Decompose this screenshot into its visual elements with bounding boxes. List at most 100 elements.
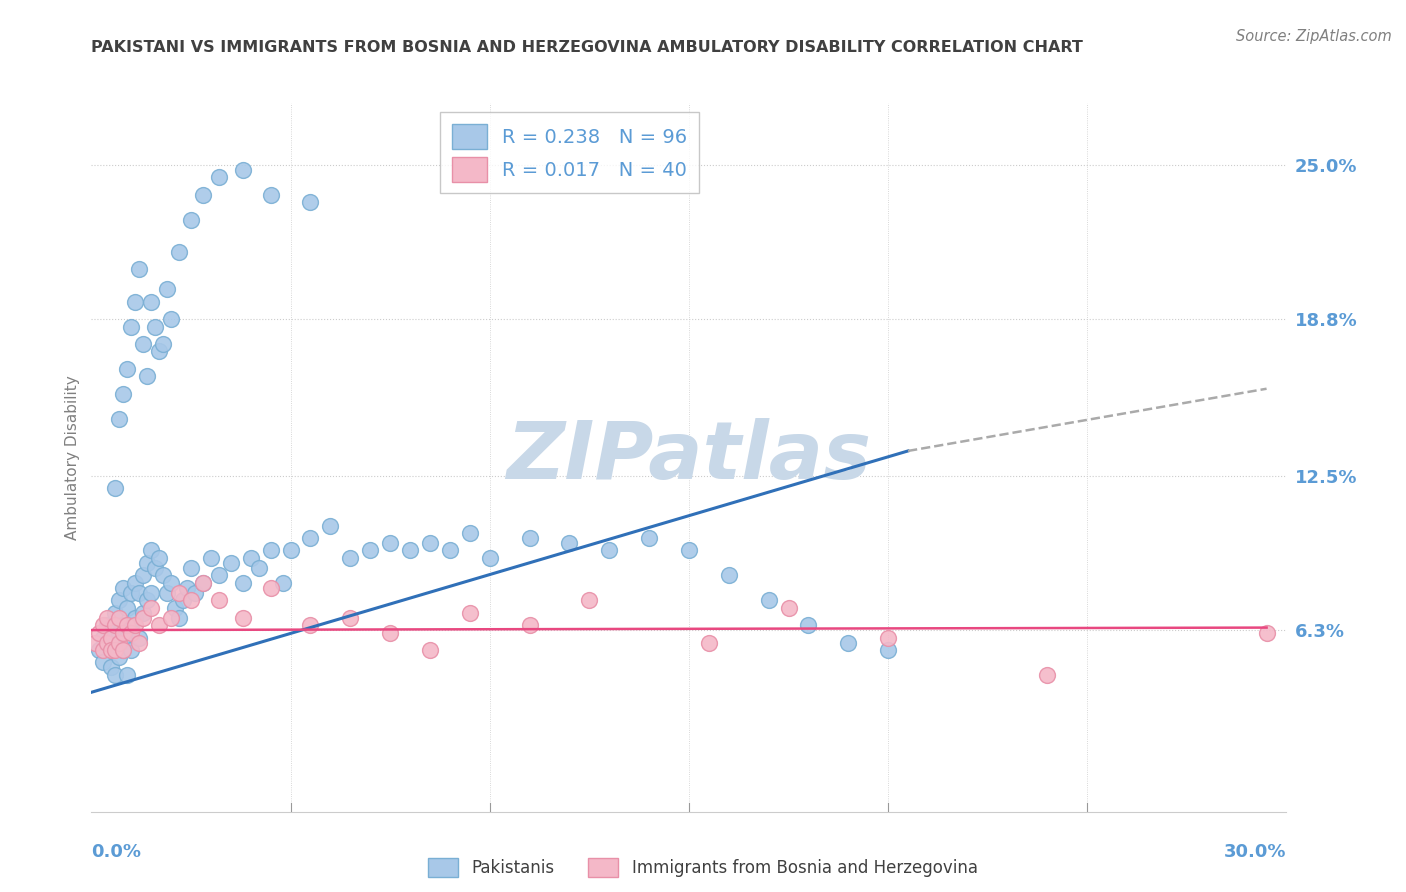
Point xyxy=(319,518,342,533)
Point xyxy=(143,561,166,575)
Point xyxy=(598,543,620,558)
Text: 0.0%: 0.0% xyxy=(91,843,142,861)
Point xyxy=(160,610,183,624)
Point xyxy=(299,195,322,210)
Point xyxy=(232,162,254,177)
Point xyxy=(136,369,159,384)
Point xyxy=(232,610,254,624)
Point xyxy=(120,643,142,657)
Point xyxy=(271,575,294,590)
Point xyxy=(112,618,135,632)
Point xyxy=(717,568,740,582)
Point xyxy=(112,643,135,657)
Point xyxy=(100,625,122,640)
Point xyxy=(93,656,115,670)
Point xyxy=(96,635,118,649)
Point xyxy=(167,244,190,259)
Point xyxy=(378,625,402,640)
Point xyxy=(132,337,155,351)
Y-axis label: Ambulatory Disability: Ambulatory Disability xyxy=(65,375,80,540)
Point xyxy=(115,618,138,632)
Point xyxy=(136,556,159,570)
Point xyxy=(458,606,481,620)
Point xyxy=(200,550,222,565)
Point xyxy=(89,625,111,640)
Point xyxy=(359,543,381,558)
Point xyxy=(93,631,115,645)
Point xyxy=(100,660,122,674)
Point xyxy=(104,635,127,649)
Point xyxy=(259,187,281,202)
Point xyxy=(93,643,115,657)
Point xyxy=(638,531,661,545)
Point xyxy=(184,586,207,600)
Point xyxy=(100,643,122,657)
Point xyxy=(152,337,174,351)
Point xyxy=(112,581,135,595)
Point xyxy=(108,610,131,624)
Point xyxy=(180,212,202,227)
Point xyxy=(837,635,859,649)
Point xyxy=(120,586,142,600)
Point xyxy=(399,543,422,558)
Point xyxy=(124,294,146,309)
Point xyxy=(558,536,581,550)
Legend: R = 0.238   N = 96, R = 0.017   N = 40: R = 0.238 N = 96, R = 0.017 N = 40 xyxy=(440,112,699,194)
Point xyxy=(172,593,194,607)
Point xyxy=(247,561,270,575)
Point xyxy=(108,411,131,425)
Point xyxy=(191,187,214,202)
Point xyxy=(148,550,170,565)
Point xyxy=(232,575,254,590)
Point xyxy=(104,668,127,682)
Point xyxy=(96,635,118,649)
Point xyxy=(697,635,720,649)
Point xyxy=(141,586,162,600)
Point xyxy=(128,586,150,600)
Point xyxy=(120,625,142,640)
Point xyxy=(108,625,131,640)
Point xyxy=(299,618,322,632)
Point xyxy=(167,586,190,600)
Point xyxy=(419,643,441,657)
Point xyxy=(519,618,541,632)
Point xyxy=(115,668,138,682)
Point xyxy=(84,635,107,649)
Point xyxy=(112,643,135,657)
Point xyxy=(758,593,780,607)
Point xyxy=(120,319,142,334)
Point xyxy=(156,282,179,296)
Point xyxy=(156,586,179,600)
Point xyxy=(378,536,402,550)
Point xyxy=(519,531,541,545)
Point xyxy=(877,643,900,657)
Point xyxy=(797,618,820,632)
Point xyxy=(877,631,900,645)
Point xyxy=(141,600,162,615)
Point xyxy=(152,568,174,582)
Point xyxy=(143,319,166,334)
Point xyxy=(128,262,150,277)
Point xyxy=(778,600,800,615)
Point xyxy=(124,618,146,632)
Point xyxy=(339,610,361,624)
Point xyxy=(93,618,115,632)
Point xyxy=(176,581,198,595)
Point xyxy=(160,312,183,326)
Point xyxy=(1256,625,1278,640)
Point xyxy=(141,543,162,558)
Point xyxy=(280,543,302,558)
Point xyxy=(141,294,162,309)
Text: ZIPatlas: ZIPatlas xyxy=(506,418,872,496)
Point xyxy=(208,593,231,607)
Text: 30.0%: 30.0% xyxy=(1225,843,1286,861)
Point xyxy=(458,526,481,541)
Point xyxy=(339,550,361,565)
Point xyxy=(180,593,202,607)
Point xyxy=(191,575,214,590)
Point xyxy=(115,631,138,645)
Point xyxy=(100,643,122,657)
Point xyxy=(104,618,127,632)
Point xyxy=(259,581,281,595)
Point xyxy=(128,631,150,645)
